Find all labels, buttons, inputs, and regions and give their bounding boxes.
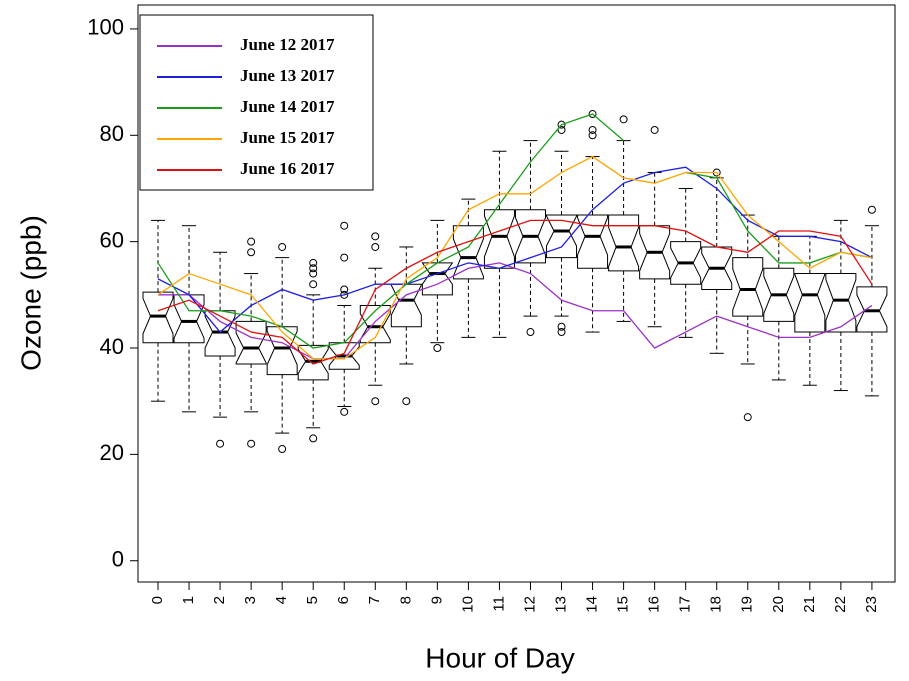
x-tick-label: 0	[149, 596, 166, 604]
y-tick-label: 20	[100, 440, 124, 465]
x-tick-label: 18	[708, 596, 725, 613]
x-tick-label: 10	[459, 596, 476, 613]
outlier	[247, 439, 256, 448]
y-tick-label: 100	[87, 15, 124, 40]
box	[825, 273, 857, 333]
outlier	[371, 397, 380, 406]
box	[577, 214, 609, 269]
x-tick-label: 2	[211, 596, 228, 604]
x-tick-label: 11	[490, 596, 507, 612]
outlier	[309, 264, 318, 273]
outlier	[278, 445, 287, 454]
x-tick-label: 5	[304, 596, 321, 604]
x-tick-label: 7	[366, 596, 383, 604]
x-tick-label: 1	[180, 596, 197, 604]
x-tick-label: 22	[832, 596, 849, 613]
outlier	[588, 125, 597, 134]
outlier	[247, 248, 256, 257]
x-tick-label: 8	[397, 596, 414, 604]
legend: June 12 2017 June 13 2017 June 14 2017 June…	[139, 14, 374, 191]
outlier	[557, 125, 566, 134]
box	[794, 273, 826, 333]
outlier	[402, 397, 411, 406]
x-tick-label: 17	[677, 596, 694, 613]
series-line	[157, 219, 873, 365]
y-tick-label: 80	[100, 121, 124, 146]
x-tick-label: 3	[242, 596, 259, 604]
x-tick-label: 14	[584, 596, 601, 613]
x-tick-label: 21	[801, 596, 818, 613]
legend-label: June 16 2017	[240, 159, 335, 178]
outlier	[526, 328, 535, 337]
series-line	[158, 262, 873, 360]
outlier	[619, 115, 628, 124]
outlier	[278, 242, 287, 251]
outlier	[867, 205, 876, 214]
outlier	[433, 344, 442, 353]
legend-label: June 12 2017	[240, 35, 335, 54]
box	[483, 209, 515, 269]
outlier	[371, 242, 380, 251]
legend-label: June 14 2017	[240, 97, 335, 116]
box	[608, 214, 640, 272]
outlier	[588, 110, 597, 119]
y-tick-label: 40	[100, 334, 124, 359]
x-tick-label: 16	[646, 596, 663, 613]
legend-box	[139, 14, 374, 191]
outlier	[309, 258, 318, 267]
outlier	[588, 131, 597, 140]
y-tick-label: 60	[100, 227, 124, 252]
box	[235, 320, 267, 365]
outlier	[216, 439, 225, 448]
box	[173, 294, 205, 344]
x-tick-label: 4	[273, 596, 290, 604]
legend-label: June 15 2017	[240, 128, 335, 147]
x-tick-label: 9	[428, 596, 445, 604]
outlier	[309, 269, 318, 278]
outlier	[247, 237, 256, 246]
outlier	[340, 407, 349, 416]
outlier	[371, 232, 380, 241]
outlier	[309, 434, 318, 443]
x-tick-label: 15	[615, 596, 632, 613]
y-axis-label: Ozone (ppb)	[15, 215, 46, 371]
x-tick-label: 20	[770, 596, 787, 613]
plot-frame	[137, 4, 896, 583]
box	[546, 214, 578, 259]
x-axis-label: Hour of Day	[425, 642, 574, 673]
outlier	[340, 221, 349, 230]
x-tick-label: 13	[552, 596, 569, 613]
outlier	[557, 328, 566, 337]
y-tick-label: 0	[112, 547, 124, 572]
series-line	[157, 166, 873, 333]
outlier	[340, 285, 349, 294]
series-line	[157, 113, 625, 349]
outlier	[650, 125, 659, 134]
x-tick-label: 23	[863, 596, 880, 613]
outlier	[557, 120, 566, 129]
outlier	[743, 413, 752, 422]
box	[732, 257, 764, 317]
x-tick-label: 19	[739, 596, 756, 613]
x-tick-label: 6	[335, 596, 352, 604]
box	[390, 283, 422, 328]
outlier	[309, 280, 318, 289]
outlier	[340, 253, 349, 262]
outlier	[557, 322, 566, 331]
legend-label: June 13 2017	[240, 66, 335, 85]
x-tick-label: 12	[521, 596, 538, 613]
series-line	[157, 155, 873, 360]
